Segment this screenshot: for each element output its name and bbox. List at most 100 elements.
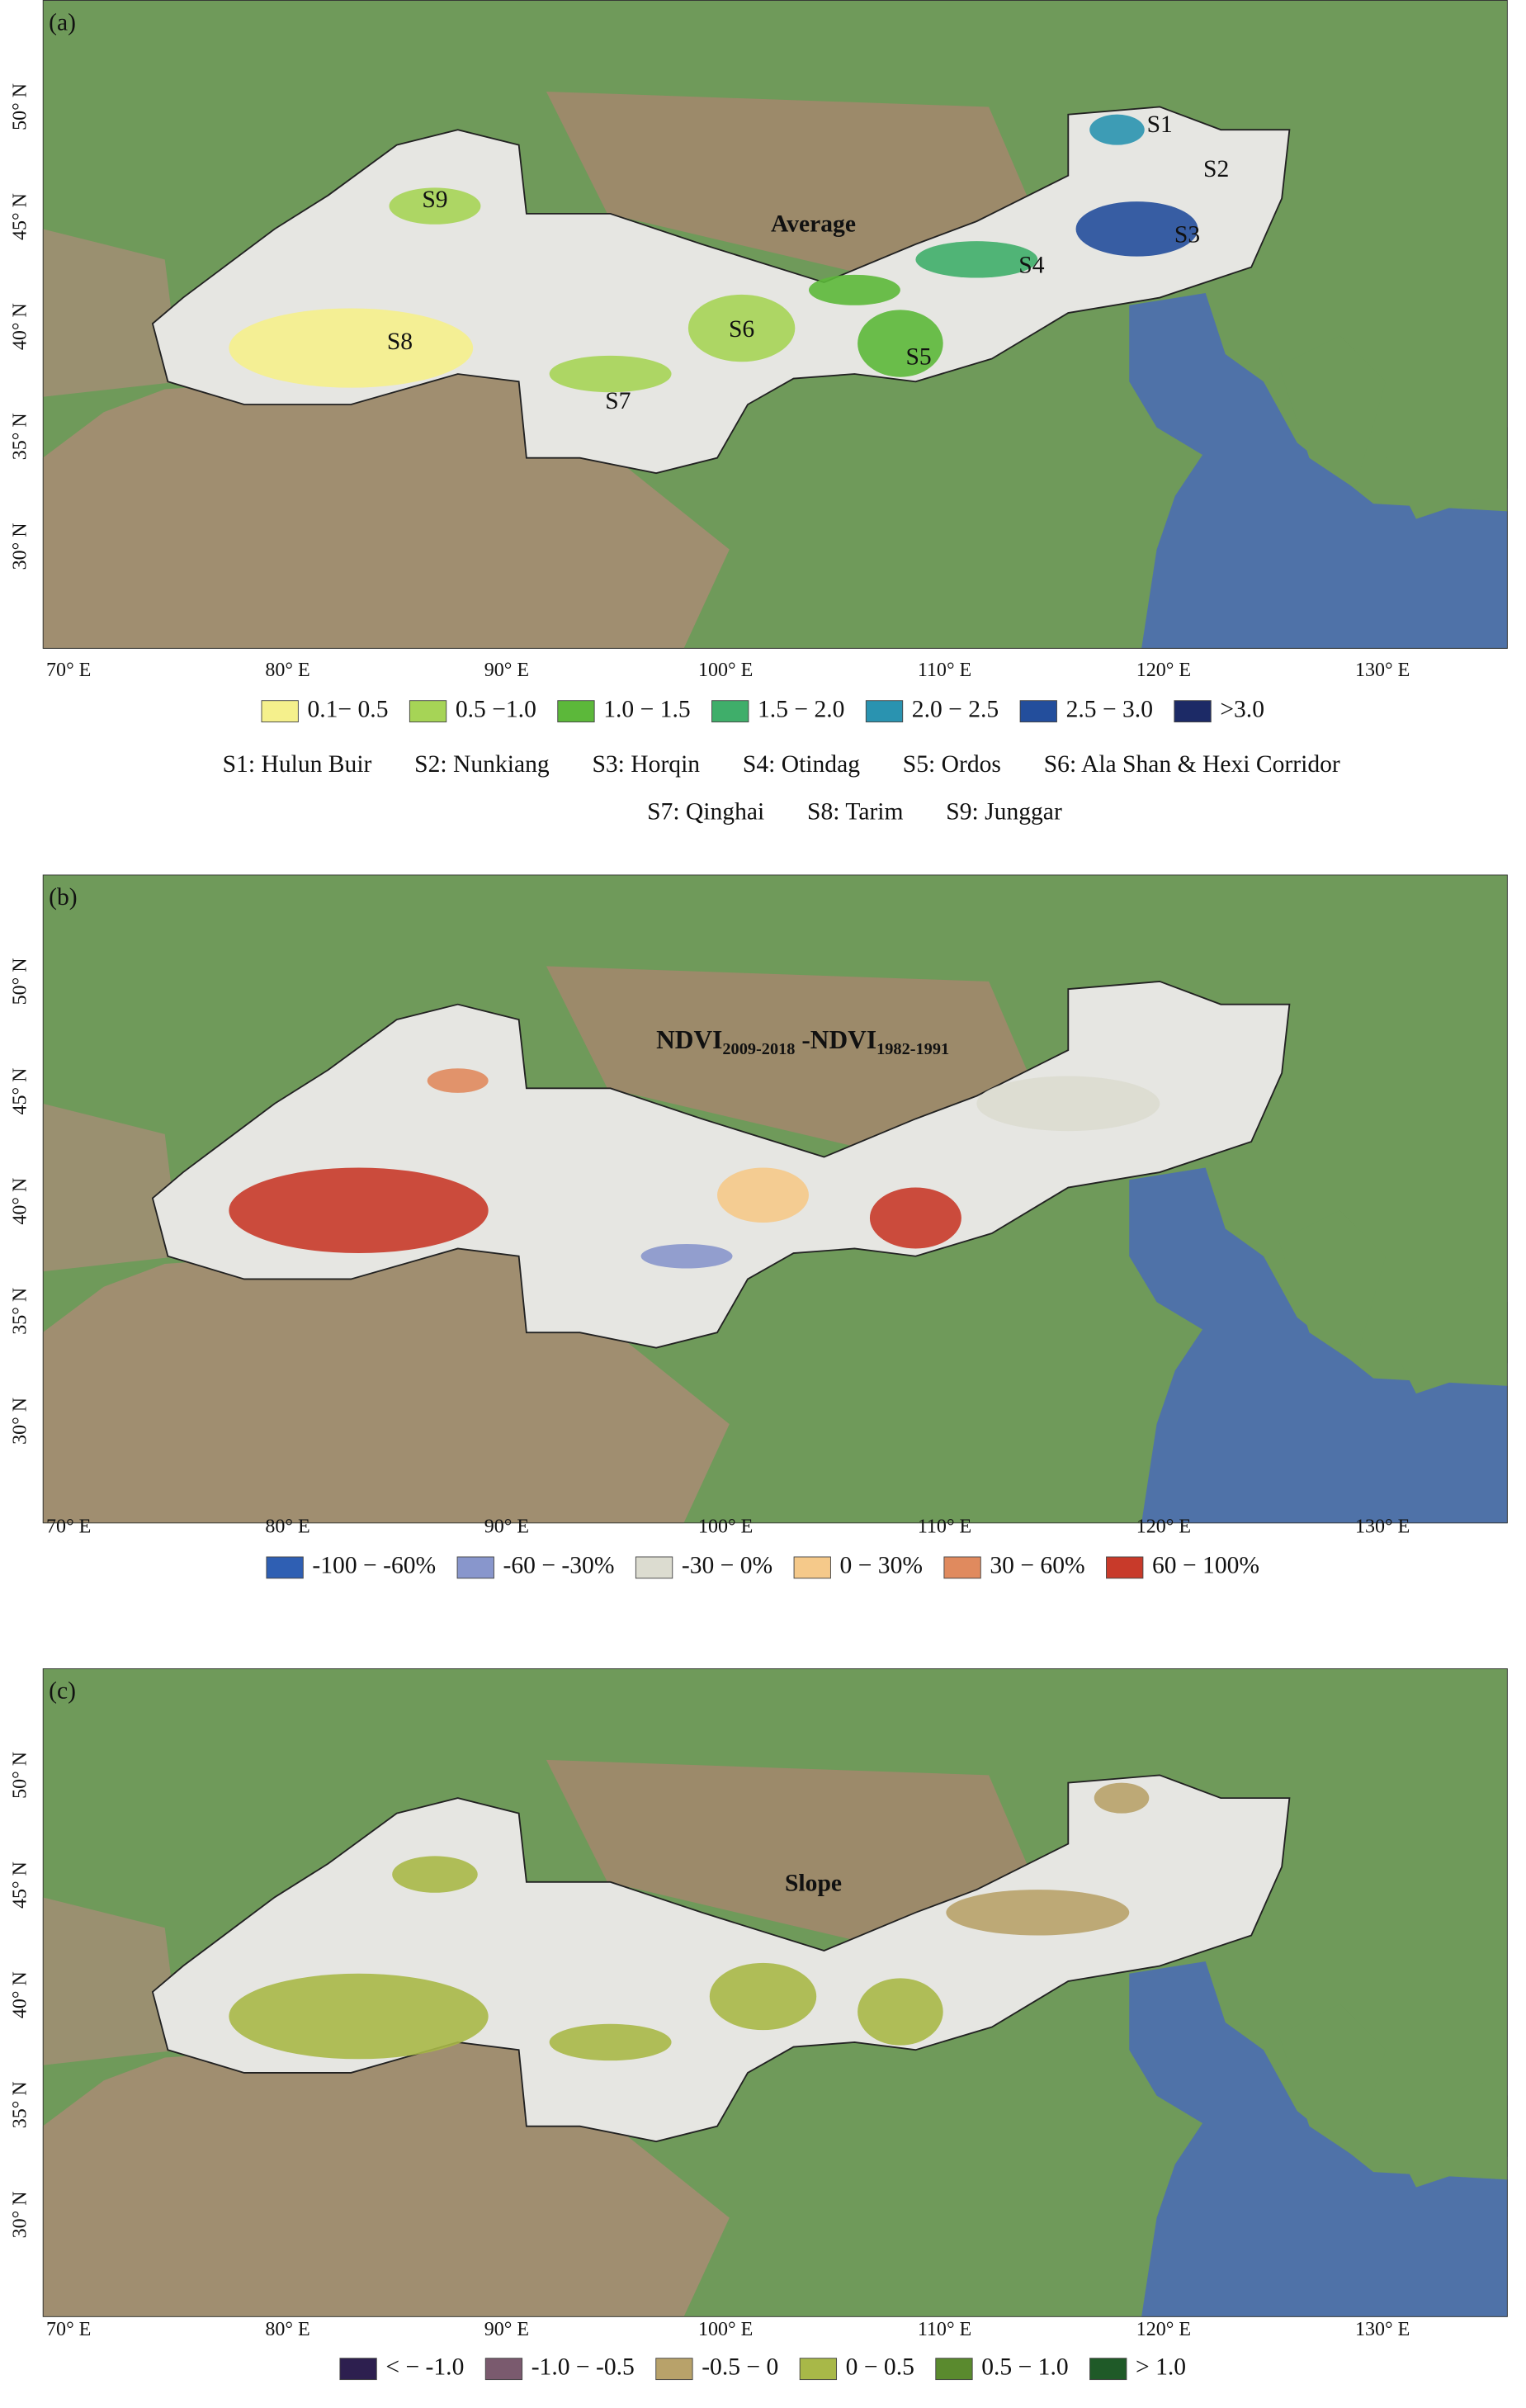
title-part: -NDVI	[795, 1025, 876, 1054]
lat-tick-label: 45° N	[9, 1862, 31, 1909]
panel: (a) Average S1 S2 S3 S4 S5 S6 S7 S8 S9 50° N 45° N 40…	[9, 0, 1508, 825]
map-patch	[392, 1856, 478, 1893]
legend-swatch	[635, 1556, 673, 1579]
map-title: Slope	[785, 1870, 842, 1896]
map-patch	[640, 1243, 733, 1269]
lat-tick-label: 45° N	[9, 193, 31, 240]
legend-swatch	[409, 700, 447, 723]
legend-label: 0 − 30%	[840, 1553, 923, 1579]
region-name: S1: Hulun Buir	[223, 751, 372, 778]
legend-label: -0.5 − 0	[702, 2354, 778, 2380]
map-title: NDVI2009-2018 -NDVI1982-1991	[656, 1025, 949, 1058]
legend-label: < − -1.0	[385, 2354, 464, 2380]
map-patch	[549, 355, 672, 393]
region-name: S6: Ala Shan & Hexi Corridor	[1044, 751, 1340, 778]
map-patch	[1075, 201, 1198, 257]
lat-tick-label: 40° N	[9, 1971, 31, 2018]
legend-swatch	[1174, 700, 1212, 723]
legend-label: 0.5 − 1.0	[981, 2354, 1068, 2380]
region-name: S7: Qinghai	[647, 798, 764, 825]
region-label: S8	[387, 329, 413, 355]
legend-label: 2.0 − 2.5	[912, 696, 999, 722]
region-label: S1	[1147, 111, 1173, 138]
legend-label: >3.0	[1220, 696, 1264, 722]
map-patch	[857, 310, 943, 377]
map-patch	[229, 1167, 489, 1254]
panel-label: (c)	[49, 1677, 76, 1704]
map-patch	[687, 294, 796, 362]
region-label: S6	[729, 316, 754, 343]
map-title: Average	[771, 211, 856, 237]
region-label: S4	[1018, 252, 1044, 278]
map-patch	[1089, 114, 1145, 145]
map-patch	[1094, 1782, 1150, 1814]
title-part: 1982-1991	[876, 1040, 949, 1058]
legend-label: -30 − 0%	[682, 1553, 772, 1579]
lon-tick-label: 90° E	[484, 660, 529, 681]
legend-swatch	[1106, 1556, 1144, 1579]
panel-label: (b)	[49, 884, 78, 911]
lon-tick-label: 100° E	[698, 1516, 753, 1537]
legend-swatch	[557, 700, 595, 723]
legend-swatch	[456, 1556, 494, 1579]
map-patch	[915, 241, 1038, 278]
legend-swatch	[943, 1556, 981, 1579]
legend-swatch	[261, 700, 299, 723]
lon-tick-label: 70° E	[46, 1516, 91, 1537]
legend-swatch	[655, 2358, 693, 2381]
legend-swatch	[865, 700, 904, 723]
lon-tick-label: 100° E	[698, 2319, 753, 2340]
region-name: S9: Junggar	[946, 798, 1062, 825]
legend-label: -60 − -30%	[503, 1553, 615, 1579]
region-name: S2: Nunkiang	[414, 751, 550, 778]
region-name: S8: Tarim	[807, 798, 904, 825]
lon-tick-label: 110° E	[918, 2319, 971, 2340]
panel: (c) Slope 50° N 45° N 40° N 35° N 30° N 70° E 80…	[9, 1668, 1508, 2381]
region-names-row: S1: Hulun Buir S2: Nunkiang S3: Horqin S4: …	[223, 751, 1340, 778]
legend-swatch	[711, 700, 749, 723]
lat-tick-label: 35° N	[9, 413, 31, 460]
legend-swatch	[799, 2358, 838, 2381]
lat-tick-label: 50° N	[9, 1752, 31, 1799]
lon-tick-label: 130° E	[1355, 2319, 1410, 2340]
lon-tick-label: 110° E	[918, 660, 971, 681]
map-patch	[808, 274, 900, 305]
legend-label: 60 − 100%	[1152, 1553, 1259, 1579]
legend-swatch	[1089, 2358, 1127, 2381]
legend-label: -100 − -60%	[312, 1553, 436, 1579]
region-name: S3: Horqin	[592, 751, 700, 778]
lat-tick-label: 45° N	[9, 1068, 31, 1115]
legend-swatch	[266, 1556, 304, 1579]
region-name: S4: Otindag	[743, 751, 860, 778]
legend-swatch	[1019, 700, 1057, 723]
lon-tick-label: 70° E	[46, 660, 91, 681]
lat-tick-label: 30° N	[9, 523, 31, 570]
legend-label: -1.0 − -0.5	[532, 2354, 635, 2380]
title-part: NDVI	[656, 1025, 722, 1054]
panel: (b) NDVI2009-2018 -NDVI1982-1991 50° N 45° …	[9, 874, 1508, 1579]
region-label: S9	[422, 187, 447, 213]
lat-tick-label: 35° N	[9, 1288, 31, 1335]
map-patch	[389, 187, 481, 225]
lat-tick-label: 30° N	[9, 2191, 31, 2238]
region-names-row: S7: Qinghai S8: Tarim S9: Junggar	[647, 798, 1062, 825]
title-part: 2009-2018	[722, 1040, 795, 1058]
map-patch	[976, 1076, 1160, 1132]
lon-tick-label: 120° E	[1136, 1516, 1191, 1537]
panel-label: (a)	[49, 9, 76, 35]
lon-tick-label: 130° E	[1355, 660, 1410, 681]
legend-label: 2.5 − 3.0	[1066, 696, 1153, 722]
legend-label: 0.5 −1.0	[456, 696, 536, 722]
legend-label: > 1.0	[1136, 2354, 1186, 2380]
lon-tick-label: 110° E	[918, 1516, 971, 1537]
lat-tick-label: 30° N	[9, 1398, 31, 1445]
map-patch	[549, 2023, 672, 2061]
lat-tick-label: 50° N	[9, 83, 31, 130]
map-patch	[869, 1187, 961, 1249]
lon-tick-label: 90° E	[484, 2319, 529, 2340]
legend-label: 0 − 0.5	[846, 2354, 914, 2380]
region-label: S3	[1174, 221, 1200, 248]
map-patch	[229, 308, 474, 388]
lon-tick-label: 120° E	[1136, 2319, 1191, 2340]
